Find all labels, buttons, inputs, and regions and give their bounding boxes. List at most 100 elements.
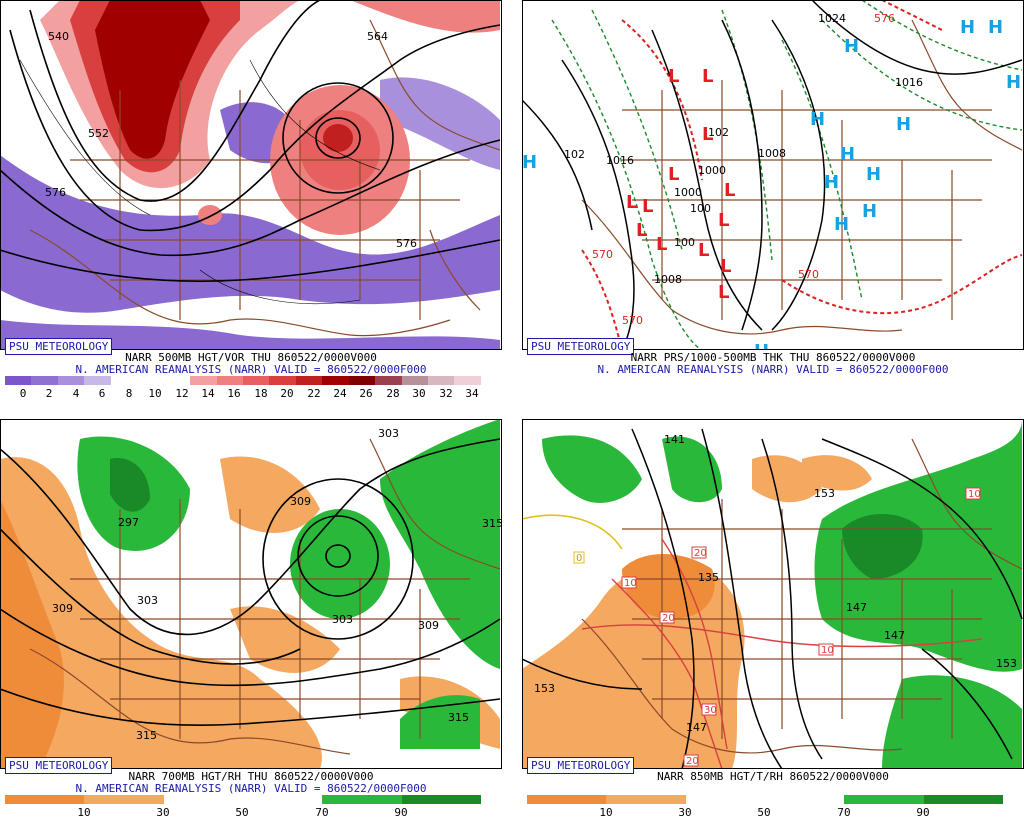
thickness-label-570-b: 570 (622, 314, 643, 327)
contour-label-303-north: 303 (378, 427, 399, 440)
high-symbol: H (844, 36, 859, 57)
temp-label: 30 (704, 705, 717, 716)
low-symbol: L (698, 240, 709, 261)
contour-label-147-south: 147 (686, 721, 707, 734)
low-symbol: L (720, 256, 731, 277)
contour-label-147-a: 147 (846, 601, 867, 614)
isobar-label-1024: 1024 (818, 12, 846, 25)
high-symbol: H (960, 17, 975, 38)
panel-title: NARR 700MB HGT/RH THU 860522/0000V000 (128, 770, 374, 783)
isobar-label-1016-west: 1016 (606, 154, 634, 167)
tick: 30 (412, 387, 426, 400)
high-symbol: H (810, 109, 825, 130)
vorticity-colorbar (5, 376, 481, 385)
low-symbol: L (702, 124, 713, 145)
temp-label: 20 (662, 613, 675, 624)
high-symbol: H (522, 152, 537, 173)
panel-subtitle: N. AMERICAN REANALYSIS (NARR) VALID = 86… (75, 782, 427, 795)
isobar-label-1016-east: 1016 (895, 76, 923, 89)
tick: 50 (235, 806, 249, 819)
isobar-label-100: 100 (674, 236, 695, 249)
high-symbol: H (866, 164, 881, 185)
panel-title: NARR PRS/1000-500MB THK THU 860522/0000V… (630, 351, 916, 364)
map-850mb-svg: 141 153 135 147 147 153 153 147 10 20 20… (522, 419, 1024, 769)
rh-colorbar-ticks: 10 30 50 70 90 (527, 806, 1003, 819)
tick: 24 (333, 387, 347, 400)
isobar-label-1008: 1008 (758, 147, 786, 160)
low-symbol: L (718, 210, 729, 231)
tick: 22 (307, 387, 321, 400)
panel-pressure-thickness: 1024 1016 1016 102 1008 1000 1000 100 10… (522, 0, 1024, 400)
low-symbol: L (668, 66, 679, 87)
low-symbol: L (702, 66, 713, 87)
high-symbol: H (754, 341, 769, 350)
temp-label: 10 (624, 578, 637, 589)
tick: 6 (98, 387, 106, 400)
tick: 50 (757, 806, 771, 819)
psu-meteorology-label: PSU METEOROLOGY (527, 338, 635, 355)
psu-meteorology-label: PSU METEOROLOGY (5, 338, 113, 355)
tick: 70 (837, 806, 851, 819)
tick: 4 (72, 387, 80, 400)
tick: 16 (227, 387, 241, 400)
rh-colorbar-ticks: 10 30 50 70 90 (5, 806, 481, 819)
contour-label-576-east: 576 (396, 237, 417, 250)
contour-label-564: 564 (367, 30, 388, 43)
panel-500mb-vorticity: 540 552 576 564 576 PSU METEOROLOGY NARR… (0, 0, 502, 400)
contour-label-540: 540 (48, 30, 69, 43)
low-symbol: L (656, 234, 667, 255)
high-symbol: H (824, 172, 839, 193)
panel-subtitle: N. AMERICAN REANALYSIS (NARR) VALID = 86… (597, 363, 949, 376)
low-symbol: L (724, 180, 735, 201)
panel-700mb-rh: 303 297 309 309 303 303 315 315 315 309 … (0, 419, 502, 819)
panel-850mb-rh: 141 153 135 147 147 153 153 147 10 20 20… (522, 419, 1024, 819)
tick: 90 (916, 806, 930, 819)
low-symbol: L (668, 164, 679, 185)
tick: 0 (19, 387, 27, 400)
psu-meteorology-label: PSU METEOROLOGY (527, 757, 635, 774)
tick: 14 (201, 387, 215, 400)
contour-label-309-north: 309 (290, 495, 311, 508)
contour-label-309-east: 309 (418, 619, 439, 632)
tick: 18 (254, 387, 268, 400)
contour-label-153-west: 153 (534, 682, 555, 695)
thickness-label-570-c: 570 (798, 268, 819, 281)
tick: 90 (394, 806, 408, 819)
high-symbol: H (862, 201, 877, 222)
tick: 2 (45, 387, 53, 400)
temp-label: 20 (694, 548, 707, 559)
contour-label-315-ne: 315 (482, 517, 502, 530)
isobar-label-102: 102 (564, 148, 585, 161)
panel-title: NARR 500MB HGT/VOR THU 860522/0000V000 (125, 351, 377, 364)
tick: 30 (678, 806, 692, 819)
map-850mb: 141 153 135 147 147 153 153 147 10 20 20… (522, 419, 1024, 769)
tick: 26 (359, 387, 373, 400)
rh-colorbar (5, 795, 481, 804)
tick: 10 (77, 806, 91, 819)
contour-label-303-west: 303 (137, 594, 158, 607)
isobar-label-1000: 1000 (698, 164, 726, 177)
tick: 10 (148, 387, 162, 400)
map-pressure-svg: 1024 1016 1016 102 1008 1000 1000 100 10… (522, 0, 1024, 350)
isobar-label-1008-south: 1008 (654, 273, 682, 286)
contour-label-153-east: 153 (996, 657, 1017, 670)
contour-label-141: 141 (664, 433, 685, 446)
contour-label-135: 135 (698, 571, 719, 584)
isobar-label-102-b: 102 (708, 126, 729, 139)
high-symbol: H (1006, 72, 1021, 93)
contour-label-315-south: 315 (136, 729, 157, 742)
isobar-label-100-b: 100 (690, 202, 711, 215)
tick: 10 (599, 806, 613, 819)
temp-label: 0 (576, 553, 582, 564)
high-symbol: H (896, 114, 911, 135)
map-500mb-svg: 540 552 576 564 576 (0, 0, 502, 350)
isobar-label-1000-b: 1000 (674, 186, 702, 199)
map-500mb: 540 552 576 564 576 (0, 0, 502, 350)
panel-title: NARR 850MB HGT/T/RH 860522/0000V000 (657, 770, 889, 783)
thickness-label-576: 576 (874, 12, 895, 25)
contour-label-315-east: 315 (448, 711, 469, 724)
temp-label: 10 (968, 489, 981, 500)
low-symbol: L (636, 220, 647, 241)
tick: 34 (465, 387, 479, 400)
contour-label-153-north: 153 (814, 487, 835, 500)
